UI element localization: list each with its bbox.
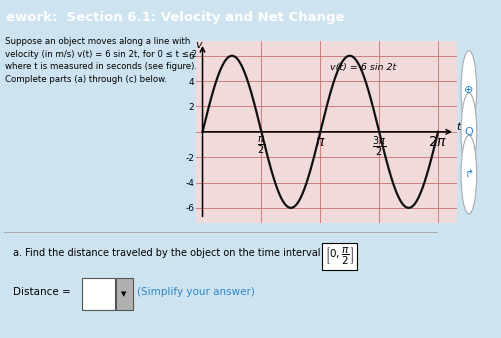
FancyBboxPatch shape (116, 278, 132, 310)
Text: ↱: ↱ (463, 170, 472, 179)
Text: a. Find the distance traveled by the object on the time interval: a. Find the distance traveled by the obj… (13, 248, 320, 258)
Text: ▼: ▼ (121, 291, 127, 297)
Text: t: t (455, 122, 459, 132)
Circle shape (460, 51, 476, 129)
FancyBboxPatch shape (82, 278, 115, 310)
Text: ework:  Section 6.1: Velocity and Net Change: ework: Section 6.1: Velocity and Net Cha… (6, 11, 344, 24)
Text: ⊕: ⊕ (463, 85, 472, 95)
Text: Suppose an object moves along a line with
velocity (in m/s) v(t) = 6 sin 2t, for: Suppose an object moves along a line wit… (5, 37, 204, 84)
Text: $\left[0,\dfrac{\pi}{2}\right]$: $\left[0,\dfrac{\pi}{2}\right]$ (324, 246, 353, 267)
Circle shape (460, 135, 476, 214)
Text: Distance =: Distance = (13, 287, 71, 297)
Circle shape (460, 93, 476, 172)
Text: v(t) = 6 sin 2t: v(t) = 6 sin 2t (329, 63, 395, 72)
Text: (Simplify your answer): (Simplify your answer) (137, 287, 255, 297)
Text: v: v (194, 40, 201, 50)
Text: Q: Q (463, 127, 472, 137)
